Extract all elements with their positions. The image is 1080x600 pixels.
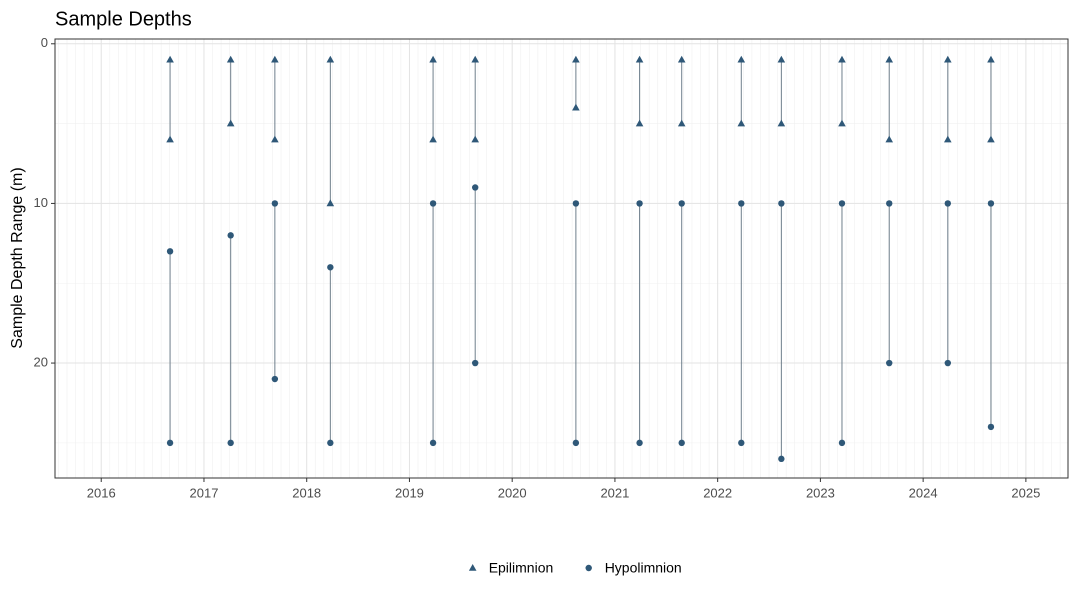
point: [572, 200, 580, 207]
point: [271, 55, 279, 63]
point: [943, 55, 952, 63]
point: [166, 135, 174, 143]
point: [677, 55, 686, 63]
x-tick-label: 2018: [292, 485, 321, 500]
point: [226, 55, 235, 63]
y-axis-title: Sample Depth Range (m): [9, 167, 26, 348]
y-tick-label: 0: [41, 35, 48, 50]
chart-title: Sample Depths: [55, 8, 192, 30]
point: [885, 135, 894, 143]
point: [987, 423, 995, 431]
point: [838, 55, 846, 63]
point: [738, 439, 745, 447]
x-tick-label: 2022: [703, 485, 732, 500]
point: [885, 55, 894, 63]
point: [326, 199, 335, 207]
point: [943, 135, 952, 143]
point: [471, 55, 479, 63]
point: [886, 359, 893, 367]
point: [166, 439, 174, 447]
point: [738, 200, 745, 207]
legend-key: [585, 564, 592, 572]
point: [838, 119, 846, 127]
point: [987, 135, 995, 143]
point: [838, 439, 846, 447]
point: [429, 135, 437, 143]
point: [166, 55, 174, 63]
x-tick-label: 2016: [87, 485, 116, 500]
point: [471, 135, 479, 143]
point: [429, 200, 437, 207]
point: [226, 119, 235, 127]
point: [636, 200, 643, 207]
panel-border: [54, 38, 1069, 479]
x-tick-label: 2023: [806, 485, 835, 500]
x-tick-label: 2017: [190, 485, 219, 500]
point: [678, 200, 685, 207]
legend-label: Epilimnion: [489, 560, 554, 576]
point: [471, 359, 479, 367]
point: [572, 439, 580, 447]
x-tick-label: 2020: [498, 485, 527, 500]
point: [227, 439, 234, 447]
point: [227, 232, 234, 239]
x-tick-label: 2025: [1011, 485, 1040, 500]
x-tick-label: 2021: [600, 485, 629, 500]
point: [635, 55, 644, 63]
point: [326, 55, 335, 63]
y-tick-label: 10: [34, 195, 48, 210]
point: [271, 135, 279, 143]
point: [327, 264, 334, 271]
point: [778, 200, 785, 207]
point: [737, 55, 746, 63]
point: [677, 119, 686, 127]
point: [944, 200, 951, 207]
point: [327, 439, 334, 447]
legend-label: Hypolimnion: [605, 560, 682, 576]
point: [636, 439, 643, 447]
point: [471, 184, 479, 191]
point: [777, 119, 786, 127]
point: [737, 119, 746, 127]
legend-key: [468, 564, 477, 571]
point: [271, 200, 279, 207]
point: [429, 439, 437, 447]
point: [572, 55, 580, 63]
point: [777, 55, 786, 63]
y-tick-label: 20: [34, 354, 48, 369]
point: [572, 103, 580, 111]
point: [987, 200, 995, 207]
x-tick-label: 2024: [909, 485, 938, 500]
point: [271, 375, 279, 383]
point: [886, 200, 893, 207]
point: [166, 248, 174, 255]
point: [838, 200, 846, 207]
point: [944, 359, 951, 367]
x-tick-label: 2019: [395, 485, 424, 500]
point: [678, 439, 685, 447]
point: [429, 55, 437, 63]
point: [635, 119, 644, 127]
point: [987, 55, 995, 63]
point: [778, 455, 785, 463]
